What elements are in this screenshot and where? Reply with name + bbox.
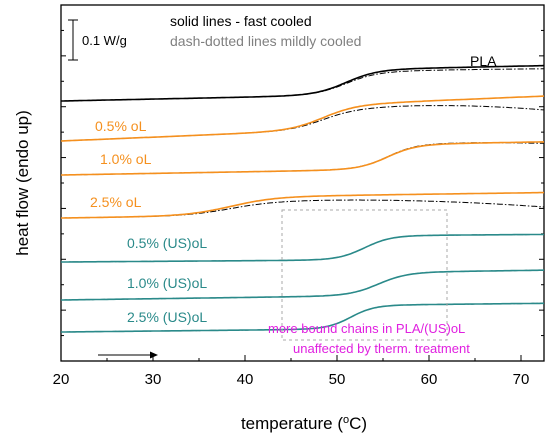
series-label-10-ol: 1.0% oL <box>100 151 152 167</box>
scale-bar-label: 0.1 W/g <box>82 33 127 48</box>
annotation-line1: more bound chains in PLA/(US)oL <box>268 321 465 336</box>
scale-bar: 0.1 W/g <box>68 19 127 61</box>
series-label-10-usol: 1.0% (US)oL <box>127 275 207 291</box>
curve-mildly-cooled <box>61 68 544 102</box>
curve-fast-cooled <box>61 191 544 219</box>
curves <box>60 64 545 333</box>
annotation-line2: unaffected by therm. treatment <box>293 341 470 356</box>
y-axis-label: heat flow (endo up) <box>13 110 32 256</box>
degree-sign: o <box>343 414 349 426</box>
x-tick-label: 20 <box>53 371 70 388</box>
x-tick-label: 40 <box>237 371 254 388</box>
x-axis-label-unit: C) <box>349 414 367 433</box>
series-label-05-usol: 0.5% (US)oL <box>127 235 207 251</box>
x-tick-label: 50 <box>329 371 346 388</box>
x-tick-label: 70 <box>513 371 530 388</box>
legend-solid: solid lines - fast cooled <box>170 13 312 29</box>
x-tick-label: 30 <box>145 371 162 388</box>
curve-fast-cooled <box>61 302 544 333</box>
x-axis-label-main: temperature ( <box>241 414 343 433</box>
series-label-pla: PLA <box>470 53 497 69</box>
curve-fast-cooled <box>61 269 544 301</box>
x-tick-label: 60 <box>421 371 438 388</box>
svg-text:temperature (oC): temperature (oC) <box>241 414 367 433</box>
x-axis-ticks: 20 30 40 50 60 70 <box>53 355 530 388</box>
series-label-25-ol: 2.5% oL <box>90 194 142 210</box>
curve-fast-cooled <box>61 141 544 176</box>
series-label-05-ol: 0.5% oL <box>95 118 147 134</box>
series-label-25-usol: 2.5% (US)oL <box>127 309 207 325</box>
curve-fast-cooled <box>60 95 545 142</box>
x-axis-label: temperature (oC) <box>241 414 367 433</box>
y-axis-ticks <box>61 4 544 362</box>
curve-fast-cooled <box>61 233 545 263</box>
curve-fast-cooled <box>61 64 545 102</box>
legend-dashdot: dash-dotted lines mildly cooled <box>170 33 361 49</box>
highlight-box <box>281 209 448 341</box>
heating-direction-arrow <box>98 351 158 359</box>
